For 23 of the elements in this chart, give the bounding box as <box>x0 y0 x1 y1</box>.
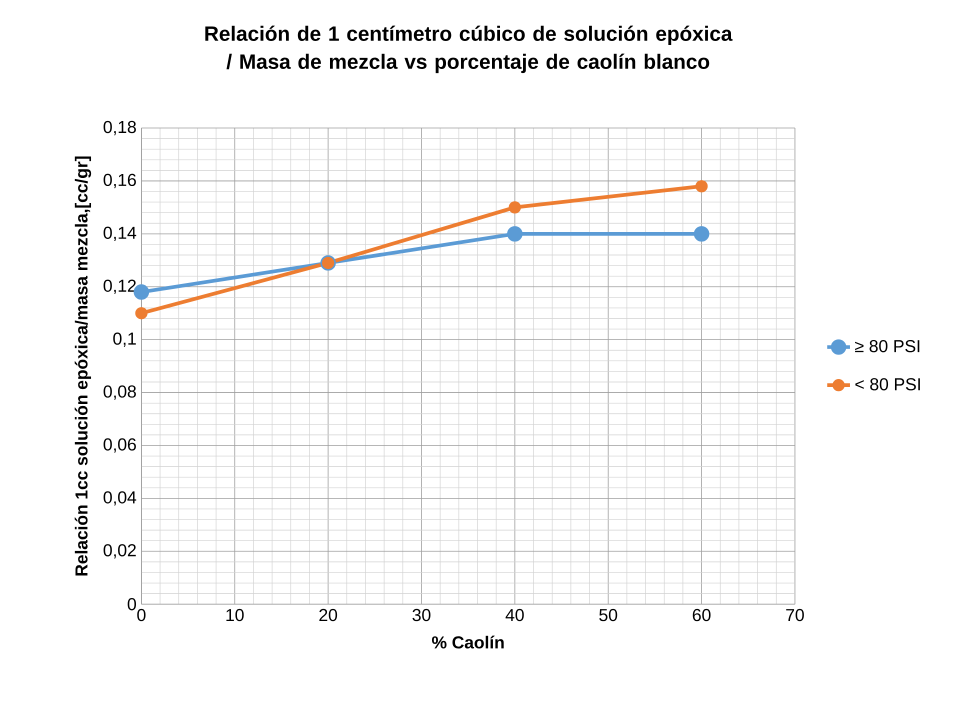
y-tick-label: 0 <box>128 598 136 611</box>
y-tick-label: 0,12 <box>104 280 136 294</box>
x-tick-label: 40 <box>506 609 524 622</box>
x-tick-label: 70 <box>786 609 804 622</box>
x-tick-label: 10 <box>226 609 244 622</box>
x-tick-label: 0 <box>137 609 146 622</box>
y-tick-label: 0,1 <box>113 332 136 348</box>
y-tick-label: 0,04 <box>104 491 136 506</box>
y-tick-label: 0,06 <box>104 438 136 453</box>
y-tick-label: 0,16 <box>104 174 136 188</box>
x-tick-label: 60 <box>692 609 711 622</box>
legend-label: ≥ 80 PSI <box>855 340 920 352</box>
y-tick-label: 0,18 <box>104 121 136 136</box>
y-tick-label: 0,02 <box>104 544 136 559</box>
x-tick-label: 30 <box>412 609 430 622</box>
x-tick-label: 20 <box>319 609 338 622</box>
x-axis-title: % Caolín <box>432 636 504 649</box>
y-axis-title: Relación 1cc solución epóxica/masa mezcla,[cc/gr] <box>74 156 92 576</box>
y-tick-label: 0,08 <box>104 386 136 400</box>
legend-label: < 80 PSI <box>855 378 920 391</box>
x-tick-label: 50 <box>599 609 618 622</box>
y-tick-label: 0,14 <box>104 226 136 242</box>
chart-title: Relación de 1 centímetro cúbico de solución epóxica / Masa de mezcla vs porcentaje de caolín blanco <box>205 26 733 74</box>
